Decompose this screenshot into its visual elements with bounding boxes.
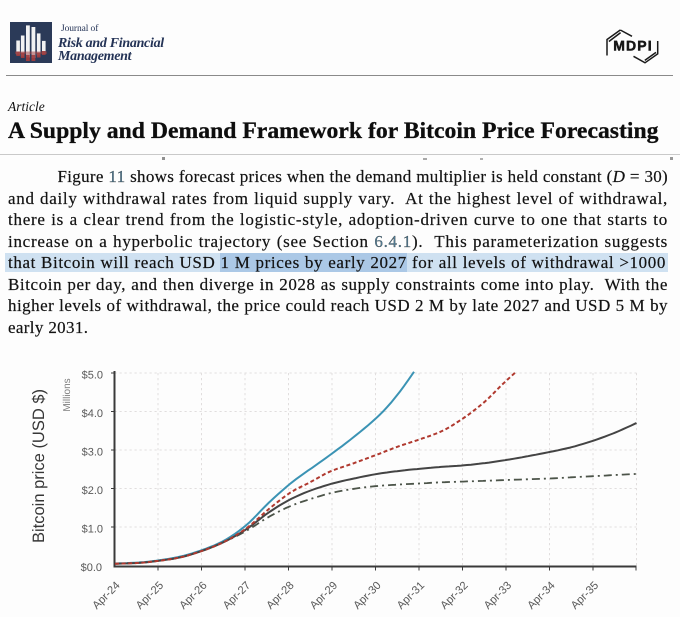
svg-text:Apr-25: Apr-25 [134, 580, 166, 612]
svg-text:Bitcoin price (USD $): Bitcoin price (USD $) [30, 389, 48, 543]
svg-text:Apr-29: Apr-29 [308, 580, 340, 612]
svg-text:$3.0: $3.0 [82, 447, 103, 459]
svg-text:$1.0: $1.0 [82, 524, 103, 536]
svg-text:Millions: Millions [62, 378, 73, 411]
svg-text:$0.0: $0.0 [81, 562, 102, 574]
svg-text:Apr-34: Apr-34 [525, 580, 557, 612]
svg-text:Apr-31: Apr-31 [395, 580, 427, 612]
svg-text:MDPI: MDPI [613, 38, 653, 54]
svg-text:$5.0: $5.0 [82, 370, 103, 382]
svg-text:Apr-24: Apr-24 [90, 580, 122, 612]
svg-text:Apr-33: Apr-33 [482, 580, 514, 612]
svg-text:$2.0: $2.0 [82, 485, 103, 497]
svg-text:$4.0: $4.0 [82, 408, 103, 420]
svg-text:Apr-28: Apr-28 [264, 580, 296, 612]
svg-text:Apr-26: Apr-26 [177, 580, 209, 612]
svg-text:Apr-27: Apr-27 [221, 580, 253, 612]
svg-text:Apr-35: Apr-35 [569, 580, 601, 612]
svg-text:Apr-30: Apr-30 [351, 580, 383, 612]
svg-text:Apr-32: Apr-32 [438, 580, 470, 612]
